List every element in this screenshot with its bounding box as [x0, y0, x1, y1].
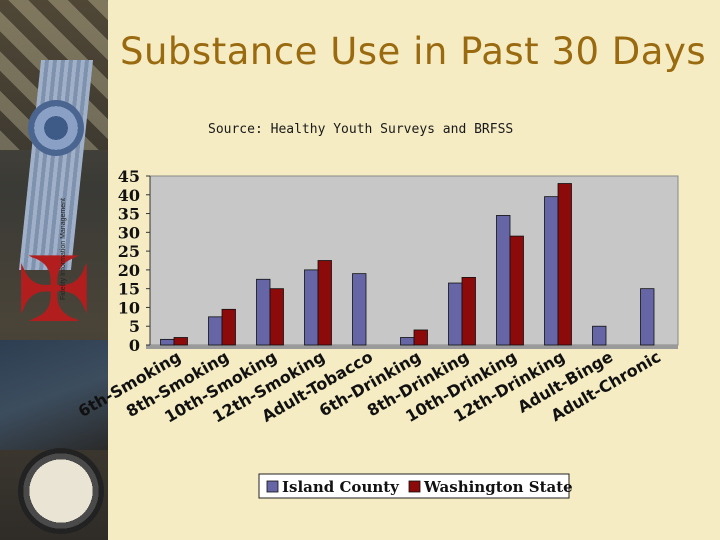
- compass-icon: [18, 448, 104, 534]
- bar-island-county-4: [352, 273, 367, 346]
- bar-washington-state-3: [317, 260, 332, 346]
- y-tick-label: 20: [118, 261, 140, 280]
- bar-washington-state-8: [557, 183, 572, 346]
- y-tick-label: 30: [118, 223, 140, 242]
- bar-washington-state-7: [509, 235, 524, 346]
- plot-area: [149, 175, 679, 346]
- bar-island-county-0: [160, 338, 175, 346]
- bar-island-county-7: [496, 215, 511, 346]
- y-tick-label: 45: [118, 167, 140, 186]
- bar-washington-state-2: [269, 288, 284, 346]
- y-tick-label: 25: [118, 242, 140, 261]
- bar-island-county-10: [640, 288, 655, 346]
- chart-source: Source: Healthy Youth Surveys and BRFSS: [208, 122, 514, 137]
- bar-island-county-1: [208, 316, 223, 346]
- bar-washington-state-1: [221, 308, 236, 346]
- bar-washington-state-6: [461, 276, 476, 346]
- fabric-decoration: [0, 340, 108, 450]
- bar-washington-state-5: [413, 329, 428, 346]
- plot-floor: [146, 345, 678, 349]
- bar-island-county-3: [304, 269, 319, 346]
- decorative-sidebar: ✠: [0, 0, 108, 540]
- y-tick-label: 10: [118, 298, 140, 317]
- bar-washington-state-0: [173, 337, 188, 346]
- legend-label-1: Washington State: [423, 478, 573, 496]
- bar-island-county-8: [544, 196, 559, 346]
- y-tick-label: 40: [118, 186, 140, 205]
- y-tick-label: 0: [129, 336, 140, 355]
- bar-island-county-6: [448, 282, 463, 346]
- y-tick-label: 35: [118, 205, 140, 224]
- legend-swatch-1: [408, 480, 421, 493]
- y-tick-label: 15: [118, 280, 140, 299]
- rosette-decoration: [28, 100, 84, 156]
- legend-swatch-0: [266, 480, 279, 493]
- bar-island-county-2: [256, 278, 271, 346]
- slide-title: Substance Use in Past 30 Days: [120, 30, 707, 73]
- medal-cross-icon: ✠: [16, 238, 92, 343]
- bar-island-county-5: [400, 337, 415, 346]
- legend-label-0: Island County: [282, 478, 400, 496]
- y-tick-label: 5: [129, 317, 140, 336]
- bar-island-county-9: [592, 325, 607, 346]
